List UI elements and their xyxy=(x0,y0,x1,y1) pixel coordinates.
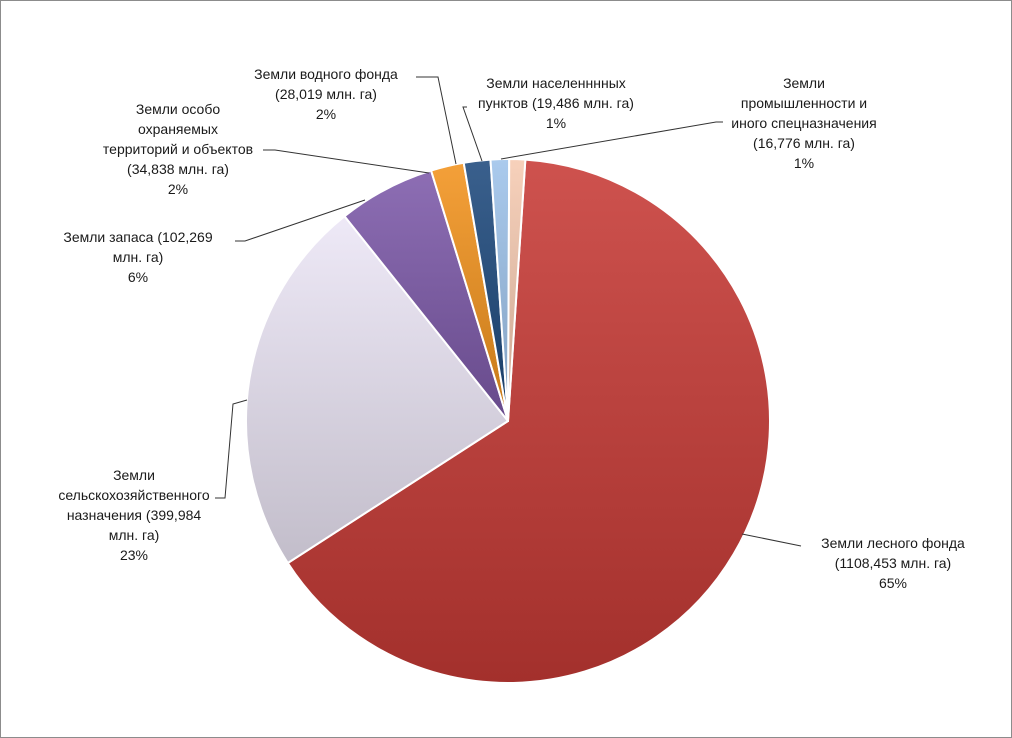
pie-slice-industry xyxy=(507,158,527,422)
leader-line-water xyxy=(416,76,457,165)
leader-lines xyxy=(215,76,802,547)
svg-text:Земли водного фонда(28,019 млн: Земли водного фонда (28,019 млн. га) 2% xyxy=(254,66,398,122)
pie-slices xyxy=(245,157,771,684)
svg-text:Земли лесного фонда(1108,453 м: Земли лесного фонда (1108,453 млн. га) 65% xyxy=(821,535,965,591)
pie-slice-agriculture xyxy=(245,215,509,564)
data-label-water: Земли водного фонда (28,019 млн. га) 2% xyxy=(254,66,398,122)
leader-line-industry xyxy=(500,121,723,160)
leader-line-forest xyxy=(741,533,802,547)
data-label-protected: Земли особо охраняемых территорий и объект… xyxy=(103,101,253,197)
data-label-industry: Земли промышленности и иного спецназначени… xyxy=(731,75,876,171)
leader-line-settlements xyxy=(462,106,483,162)
data-label-settlements: Земли населенннных пунктов (19,486 млн. г… xyxy=(478,75,634,131)
leader-line-protected xyxy=(263,149,430,174)
data-label-agriculture: Земли сельскохозяйственного назначения (39… xyxy=(58,467,210,563)
leader-line-reserve xyxy=(235,199,366,242)
data-label-reserve: Земли запаса (102,269 млн. га) 6% xyxy=(63,229,212,285)
leader-line-agriculture xyxy=(215,399,248,499)
pie-slice-forest xyxy=(286,158,771,684)
data-label-forest: Земли лесного фонда (1108,453 млн. га) 65% xyxy=(821,535,965,591)
